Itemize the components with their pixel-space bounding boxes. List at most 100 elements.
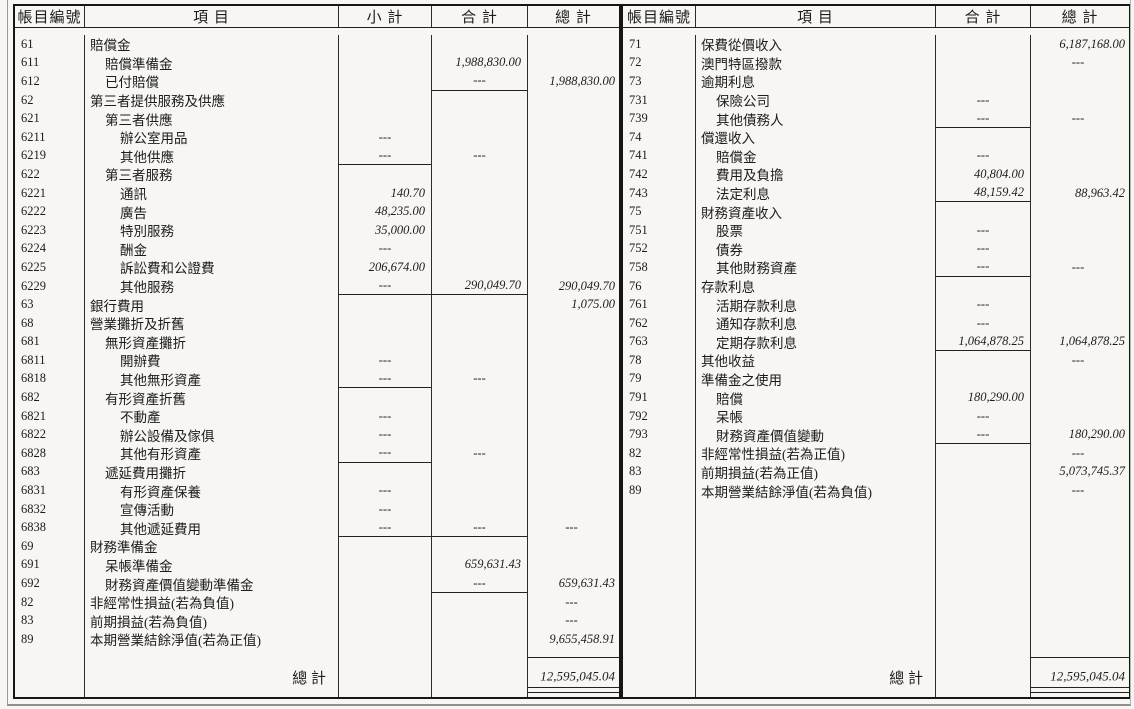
header-subtotal: 小 計 [338,6,431,27]
table-row: 72 澳門特區撥款 --- [623,53,1129,73]
income-table: 帳目編號 項 目 合 計 總 計 71 保費從價收入 6,187,168.00 72 澳… [621,4,1131,699]
subtotal-value [338,388,431,407]
table-row: 681 無形資產攤折 [15,332,619,352]
subtotal-value: --- [338,425,431,445]
total-value [431,592,527,612]
subtotal-value: --- [338,351,431,370]
grand-total-label: 總 計 [84,657,338,697]
subtotal-value: 140.70 [338,183,431,203]
subtotal-value: --- [338,146,431,166]
table-row: 792 呆帳 --- [623,406,1129,426]
grand-total-value: --- [1030,481,1129,500]
table-row: 611 賠償準備金 1,988,830.00 [15,53,619,73]
account-code: 612 [21,73,40,88]
grand-total-value [527,53,619,73]
total-value [935,444,1030,463]
subtotal-value: --- [338,444,431,463]
account-code: 792 [629,408,648,423]
account-code: 6838 [21,520,46,535]
grand-total-value [1030,388,1129,407]
header-grand-total: 總 計 [1030,6,1129,27]
table-row: 61 賠償金 [15,35,619,54]
item-label: 辦公設備及傢俱 [84,425,338,445]
item-label: 償還收入 [695,127,935,147]
item-label: 通知存款利息 [695,313,935,333]
table-row: 731 保險公司 --- [623,90,1129,110]
grand-total-value [527,388,619,407]
subtotal-value: --- [338,406,431,426]
grand-total-value [527,406,619,426]
table-row: 6831 有形資產保養 --- [15,481,619,500]
grand-total-value: --- [1030,109,1129,128]
item-label: 第三者供應 [84,109,338,128]
subtotal-value [338,462,431,482]
total-value [431,499,527,519]
subtotal-value: --- [338,481,431,500]
item-label: 財務資產價值變動 [695,425,935,445]
subtotal-value [338,313,431,333]
total-value [431,388,527,407]
grand-total-value: 1,075.00 [527,295,619,314]
table-row: 6221 通訊 140.70 [15,183,619,203]
subtotal-value [338,574,431,593]
account-code: 6223 [21,222,46,237]
grand-total-value [527,165,619,184]
item-label: 已付賠償 [84,72,338,91]
grand-total-value: --- [1030,258,1129,277]
total-value: --- [935,220,1030,240]
grand-total-value: --- [1030,53,1129,73]
total-value [935,351,1030,370]
grand-total-value [527,202,619,221]
table-row: 6811 開辦費 --- [15,351,619,370]
item-label: 其他債務人 [695,109,935,128]
grand-total-value: 12,595,045.04 [1050,668,1125,684]
grand-total-value: --- [1030,351,1129,370]
subtotal-value [338,35,431,54]
grand-total-value [527,127,619,147]
table-row: 63 銀行費用 1,075.00 [15,295,619,314]
total-value [935,462,1030,482]
item-label: 本期營業結餘淨值(若為負值) [695,481,935,500]
total-value: --- [431,574,527,593]
total-value [431,90,527,110]
account-code: 762 [629,315,648,330]
account-code: 681 [21,334,40,349]
grand-total-value [527,351,619,370]
subtotal-value: 35,000.00 [338,220,431,240]
table-row: 82 非經常性損益(若為負值) --- [15,592,619,612]
subtotal-value: --- [338,127,431,147]
item-label: 其他收益 [695,351,935,370]
account-code: 74 [629,129,642,144]
item-label: 遞延費用攤折 [84,462,338,482]
table-row: 612 已付賠償 --- 1,988,830.00 [15,72,619,91]
table-row: 6219 其他供應 --- --- [15,146,619,166]
grand-total-value: 659,631.43 [527,574,619,593]
expense-table: 帳目編號 項 目 小 計 合 計 總 計 61 賠償金 611 賠償準備金 1,988,… [13,4,621,699]
double-underline [1031,687,1129,693]
account-code: 72 [629,55,642,70]
item-label: 債券 [695,239,935,259]
total-value: --- [935,425,1030,445]
table-row: 739 其他債務人 --- --- [623,109,1129,128]
item-label: 本期營業結餘淨值(若為正值) [84,630,338,649]
item-label: 不動產 [84,406,338,426]
account-code: 76 [629,278,642,293]
table-row: 761 活期存款利息 --- [623,295,1129,314]
total-value: 40,804.00 [935,165,1030,184]
total-value [431,630,527,649]
grand-total-value [527,35,619,54]
item-label: 非經常性損益(若為正值) [695,444,935,463]
item-label: 財務資產價值變動準備金 [84,574,338,593]
account-code: 743 [629,185,648,200]
item-label: 法定利息 [695,183,935,203]
table-row: 6225 訴訟費和公證費 206,674.00 [15,258,619,277]
account-code: 611 [21,55,40,70]
item-label: 賠償 [695,388,935,407]
subtotal-value [338,611,431,630]
total-value [935,127,1030,147]
total-value: --- [431,444,527,463]
total-value [935,202,1030,221]
total-value [431,406,527,426]
grand-total-value [527,425,619,445]
table-row: 741 賠償金 --- [623,146,1129,166]
